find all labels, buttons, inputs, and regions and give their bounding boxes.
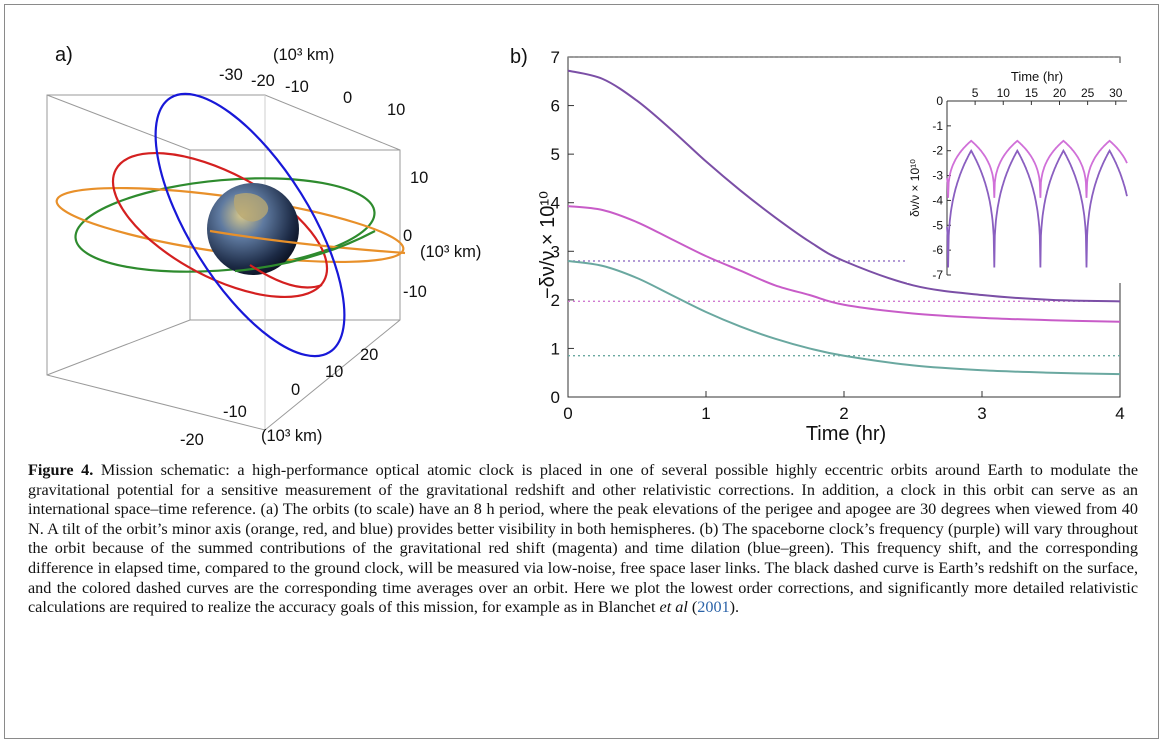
inset-y-tick-label--1: -1 xyxy=(932,119,943,133)
y-tick-label-3: 3 xyxy=(551,242,560,261)
right-unit: (10³ km) xyxy=(420,243,481,261)
series-line-1 xyxy=(567,205,1121,323)
inset-x-tick-label-5: 5 xyxy=(972,86,979,100)
caption-year-close: ). xyxy=(729,598,740,617)
y-tick-label-4: 4 xyxy=(551,194,560,213)
right-tick-1: 10 xyxy=(410,169,428,187)
orbit-orange-front xyxy=(209,229,406,255)
inset-x-tick-label-20: 20 xyxy=(1053,86,1067,100)
inset-y-tick-label--6: -6 xyxy=(932,243,943,257)
earth-globe xyxy=(207,183,299,275)
y-tick-label-0: 0 xyxy=(551,388,560,407)
y-tick-label-5: 5 xyxy=(551,145,560,164)
inset-y-tick-label--2: -2 xyxy=(932,144,943,158)
right-tick-3: -10 xyxy=(403,283,427,301)
top-unit: (10³ km) xyxy=(273,46,334,64)
series-line-0 xyxy=(567,69,1121,303)
top-tick-2: -20 xyxy=(251,72,275,90)
series-line-2 xyxy=(567,260,1121,376)
front-tick-5: -20 xyxy=(180,431,204,449)
front-tick-1: 20 xyxy=(360,346,378,364)
inset-y-tick-label--4: -4 xyxy=(932,193,943,207)
inset-y-tick-label--7: -7 xyxy=(932,268,943,282)
inset-x-tick-label-15: 15 xyxy=(1025,86,1039,100)
earth-continent xyxy=(233,193,269,222)
orbit-blue xyxy=(154,92,346,358)
front-tick-4: -10 xyxy=(223,403,247,421)
x-tick-label-2: 2 xyxy=(839,404,848,423)
inset-x-tick-label-10: 10 xyxy=(997,86,1011,100)
orbit-red xyxy=(111,151,329,299)
inset-series-1 xyxy=(946,139,1128,198)
front-tick-2: 10 xyxy=(325,363,343,381)
inset-y-tick-label-0: 0 xyxy=(936,94,943,108)
top-tick-1: -30 xyxy=(219,66,243,84)
y-tick-label-7: 7 xyxy=(551,48,560,67)
orbit-schematic: a) xyxy=(46,44,481,449)
caption-year-open: ( xyxy=(691,598,698,617)
caption-title: Figure 4. xyxy=(28,461,94,479)
caption-year-link[interactable]: 2001 xyxy=(697,598,730,617)
y-tick-label-6: 6 xyxy=(551,97,560,116)
caption-etal: et al xyxy=(659,598,688,617)
inset-y-tick-label--5: -5 xyxy=(932,218,943,232)
figure-frame: a) xyxy=(4,4,1159,739)
top-tick-4: 0 xyxy=(343,89,352,107)
inset-ylabel: δν/ν × 10¹⁰ xyxy=(908,159,922,217)
chart-xlabel: Time (hr) xyxy=(806,423,886,445)
panel-a-label: a) xyxy=(55,44,73,66)
inset-x-tick-label-25: 25 xyxy=(1081,86,1095,100)
orbit-red-front xyxy=(249,264,323,289)
y-tick-label-2: 2 xyxy=(551,291,560,310)
top-tick-5: 10 xyxy=(387,101,405,119)
panel-b-label: b) xyxy=(510,46,528,68)
front-tick-3: 0 xyxy=(291,381,300,399)
x-tick-label-0: 0 xyxy=(563,404,572,423)
inset-y-tick-label--3: -3 xyxy=(932,169,943,183)
right-tick-2: 0 xyxy=(403,227,412,245)
orbit-green xyxy=(74,177,376,273)
x-tick-label-3: 3 xyxy=(977,404,986,423)
orbit-green-front xyxy=(234,230,376,273)
chart-ylabel: −δν/ν × 10¹⁰ xyxy=(537,191,559,299)
y-tick-label-1: 1 xyxy=(551,339,560,358)
inset-x-tick-label-30: 30 xyxy=(1109,86,1123,100)
caption-body: Mission schematic: a high-performance op… xyxy=(28,461,1138,617)
figure-caption: Figure 4. Mission schematic: a high-perf… xyxy=(28,461,1138,618)
top-tick-3: -10 xyxy=(285,78,309,96)
front-unit: (10³ km) xyxy=(261,427,322,445)
inset-bg xyxy=(907,63,1135,283)
inset-series-0 xyxy=(946,148,1128,268)
x-tick-label-4: 4 xyxy=(1115,404,1124,423)
inset-xlabel: Time (hr) xyxy=(1011,69,1063,84)
x-tick-label-1: 1 xyxy=(701,404,710,423)
